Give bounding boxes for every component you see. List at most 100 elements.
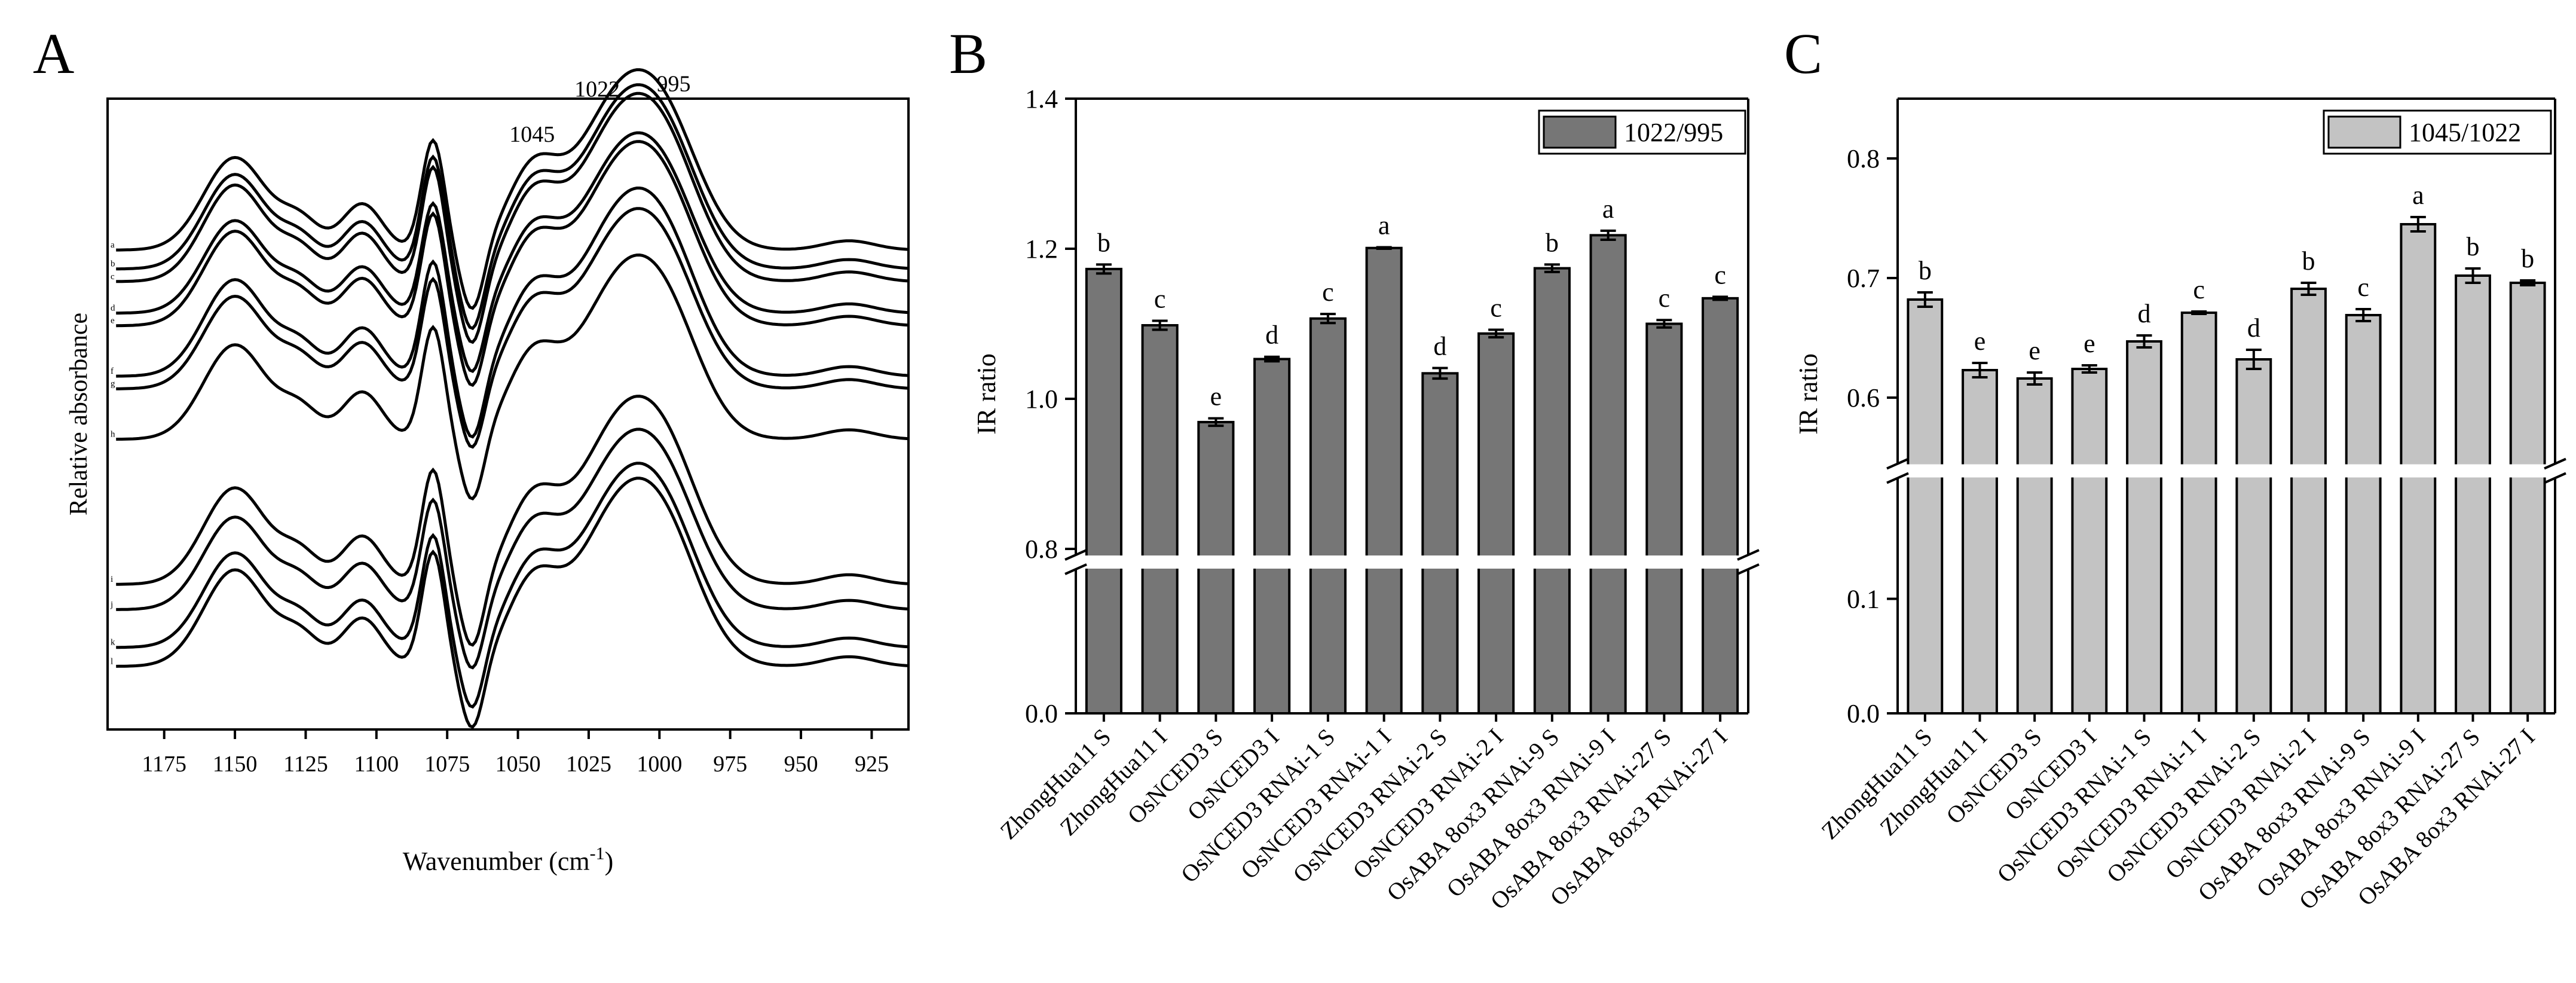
- spectrum-label-j: j: [110, 600, 113, 609]
- bar-osaba-8ox3-rnai-27-s: [2455, 274, 2491, 715]
- y-tick-label-1-2: 1.2: [1025, 234, 1058, 264]
- legend-label: 1022/995: [1624, 118, 1723, 147]
- break-mark-upper-0: [1886, 457, 1909, 470]
- break-mark-lower-1: [2544, 472, 2566, 484]
- x-tick-label-975: 975: [713, 752, 747, 777]
- significance-letter-osnced3-rnai-2-i: b: [2302, 246, 2315, 276]
- spectrum-d: [116, 131, 909, 373]
- x-tick-label-1050: 1050: [495, 752, 541, 777]
- significance-letter-osnced3-s: e: [1210, 382, 1222, 411]
- spectrum-j: [116, 428, 909, 670]
- y-tick-label-0-8: 0.8: [1847, 144, 1880, 173]
- significance-letter-osnced3-i: e: [2084, 329, 2095, 358]
- y-tick-label-0-8: 0.8: [1025, 535, 1058, 564]
- spectrum-k: [116, 462, 909, 709]
- significance-letter-zhonghua11-i: e: [1974, 326, 1986, 356]
- significance-letter-osaba-8ox3-rnai-9-s: c: [2357, 273, 2369, 302]
- y-axis-label-b: IR ratio: [972, 353, 1001, 435]
- significance-letter-zhonghua11-s: b: [1097, 228, 1110, 257]
- x-tick-label-950: 950: [784, 752, 818, 777]
- panel-letter-a: A: [33, 22, 74, 86]
- y-tick-label-0-0: 0.0: [1847, 699, 1880, 728]
- spectrum-label-b: b: [111, 260, 115, 269]
- bar-osaba-8ox3-rnai-27-i: [2509, 282, 2546, 715]
- spectrum-g: [116, 207, 909, 449]
- spectrum-l: [116, 477, 909, 729]
- bar-osnced3-rnai-2-i: [1477, 332, 1515, 715]
- axis-break-band: [1058, 555, 1766, 569]
- x-tick-label-1125: 1125: [283, 752, 328, 777]
- significance-letter-osnced3-rnai-2-s: d: [1433, 332, 1446, 361]
- x-axis-label-close: ): [605, 847, 614, 876]
- bar-zhonghua11-s: [1907, 298, 1944, 715]
- x-axis-label-superscript: -1: [590, 844, 605, 863]
- y-tick-label-1-0: 1.0: [1025, 384, 1058, 414]
- y-tick-label-0-6: 0.6: [1847, 383, 1880, 413]
- x-tick-label-1075: 1075: [424, 752, 470, 777]
- significance-letter-osnced3-i: d: [1265, 320, 1278, 350]
- panel-letter-b: B: [949, 22, 987, 86]
- significance-letter-osaba-8ox3-rnai-27-s: c: [1659, 283, 1671, 313]
- y-tick-label-0-1: 0.1: [1847, 585, 1880, 614]
- spectrum-label-l: l: [111, 657, 113, 666]
- y-tick-label-1-4: 1.4: [1025, 84, 1058, 114]
- x-axis-label-a: Wavenumber (cm-1): [403, 844, 614, 876]
- spectrum-label-i: i: [111, 575, 113, 584]
- spectrum-b: [116, 83, 909, 331]
- panel-a: A 1175 1150 1125 1100 1075 1050 1025 1000 975 950 9…: [33, 22, 910, 876]
- plot-frame-a: [106, 97, 910, 731]
- significance-letter-osnced3-rnai-2-i: c: [1490, 294, 1502, 323]
- spectrum-c: [116, 91, 909, 344]
- break-mark-lower-0: [1064, 563, 1087, 575]
- significance-letter-osaba-8ox3-rnai-9-i: a: [2412, 181, 2424, 210]
- significance-letter-osnced3-rnai-2-s: d: [2247, 313, 2260, 343]
- bar-osnced3-rnai-1-s: [1309, 317, 1347, 715]
- spectrum-i: [116, 395, 909, 647]
- spectrum-label-d: d: [111, 304, 115, 313]
- bar-osnced3-i: [1253, 358, 1291, 715]
- break-mark-upper-1: [1737, 549, 1760, 561]
- legend-label: 1045/1022: [2409, 118, 2521, 147]
- spectrum-a: [116, 68, 909, 310]
- y-tick-label-0-7: 0.7: [1847, 264, 1880, 293]
- spectrum-label-e: e: [111, 316, 115, 326]
- spectrum-f: [116, 187, 909, 439]
- peak-label-1022: 1022: [574, 77, 620, 102]
- bar-osaba-8ox3-rnai-27-s: [1645, 322, 1683, 715]
- bar-osaba-8ox3-rnai-9-s: [2345, 314, 2382, 715]
- x-tick-label-1100: 1100: [354, 752, 399, 777]
- break-mark-lower-1: [1737, 563, 1760, 575]
- significance-letter-osaba-8ox3-rnai-27-i: c: [1714, 260, 1726, 289]
- significance-letter-osaba-8ox3-rnai-9-i: a: [1602, 194, 1614, 224]
- bar-osaba-8ox3-rnai-27-i: [1702, 297, 1739, 715]
- spectrum-label-h: h: [111, 430, 115, 439]
- legend-swatch: [2327, 115, 2401, 149]
- significance-letter-osnced3-rnai-1-s: c: [1322, 277, 1334, 307]
- break-mark-upper-1: [2544, 457, 2566, 470]
- bar-zhonghua11-s: [1085, 267, 1122, 715]
- bar-osaba-8ox3-rnai-9-s: [1533, 267, 1571, 715]
- bar-osnced3-rnai-1-s: [2126, 340, 2162, 715]
- bar-zhonghua11-i: [1962, 369, 1998, 715]
- bar-osnced3-rnai-2-s: [1421, 372, 1459, 715]
- significance-letter-osnced3-rnai-1-i: a: [1378, 210, 1390, 240]
- spectrum-label-a: a: [111, 240, 115, 250]
- bar-osnced3-rnai-1-i: [2180, 312, 2217, 715]
- significance-letter-osnced3-rnai-1-i: c: [2193, 275, 2205, 304]
- significance-letter-zhonghua11-s: b: [1919, 256, 1932, 285]
- significance-letter-osaba-8ox3-rnai-9-s: b: [1546, 228, 1559, 257]
- significance-letter-zhonghua11-i: c: [1154, 284, 1166, 313]
- spectrum-label-g: g: [111, 379, 115, 389]
- significance-letter-osnced3-rnai-1-s: d: [2138, 299, 2151, 328]
- spectrum-h: [116, 253, 909, 500]
- x-tick-label-1175: 1175: [142, 752, 186, 777]
- y-axis-label-c: IR ratio: [1794, 353, 1823, 435]
- spectrum-label-k: k: [111, 638, 115, 648]
- spectrum-label-c: c: [111, 272, 115, 282]
- significance-letter-osaba-8ox3-rnai-27-i: b: [2521, 244, 2534, 273]
- bar-zhonghua11-i: [1141, 324, 1179, 715]
- spectrum-e: [116, 140, 909, 387]
